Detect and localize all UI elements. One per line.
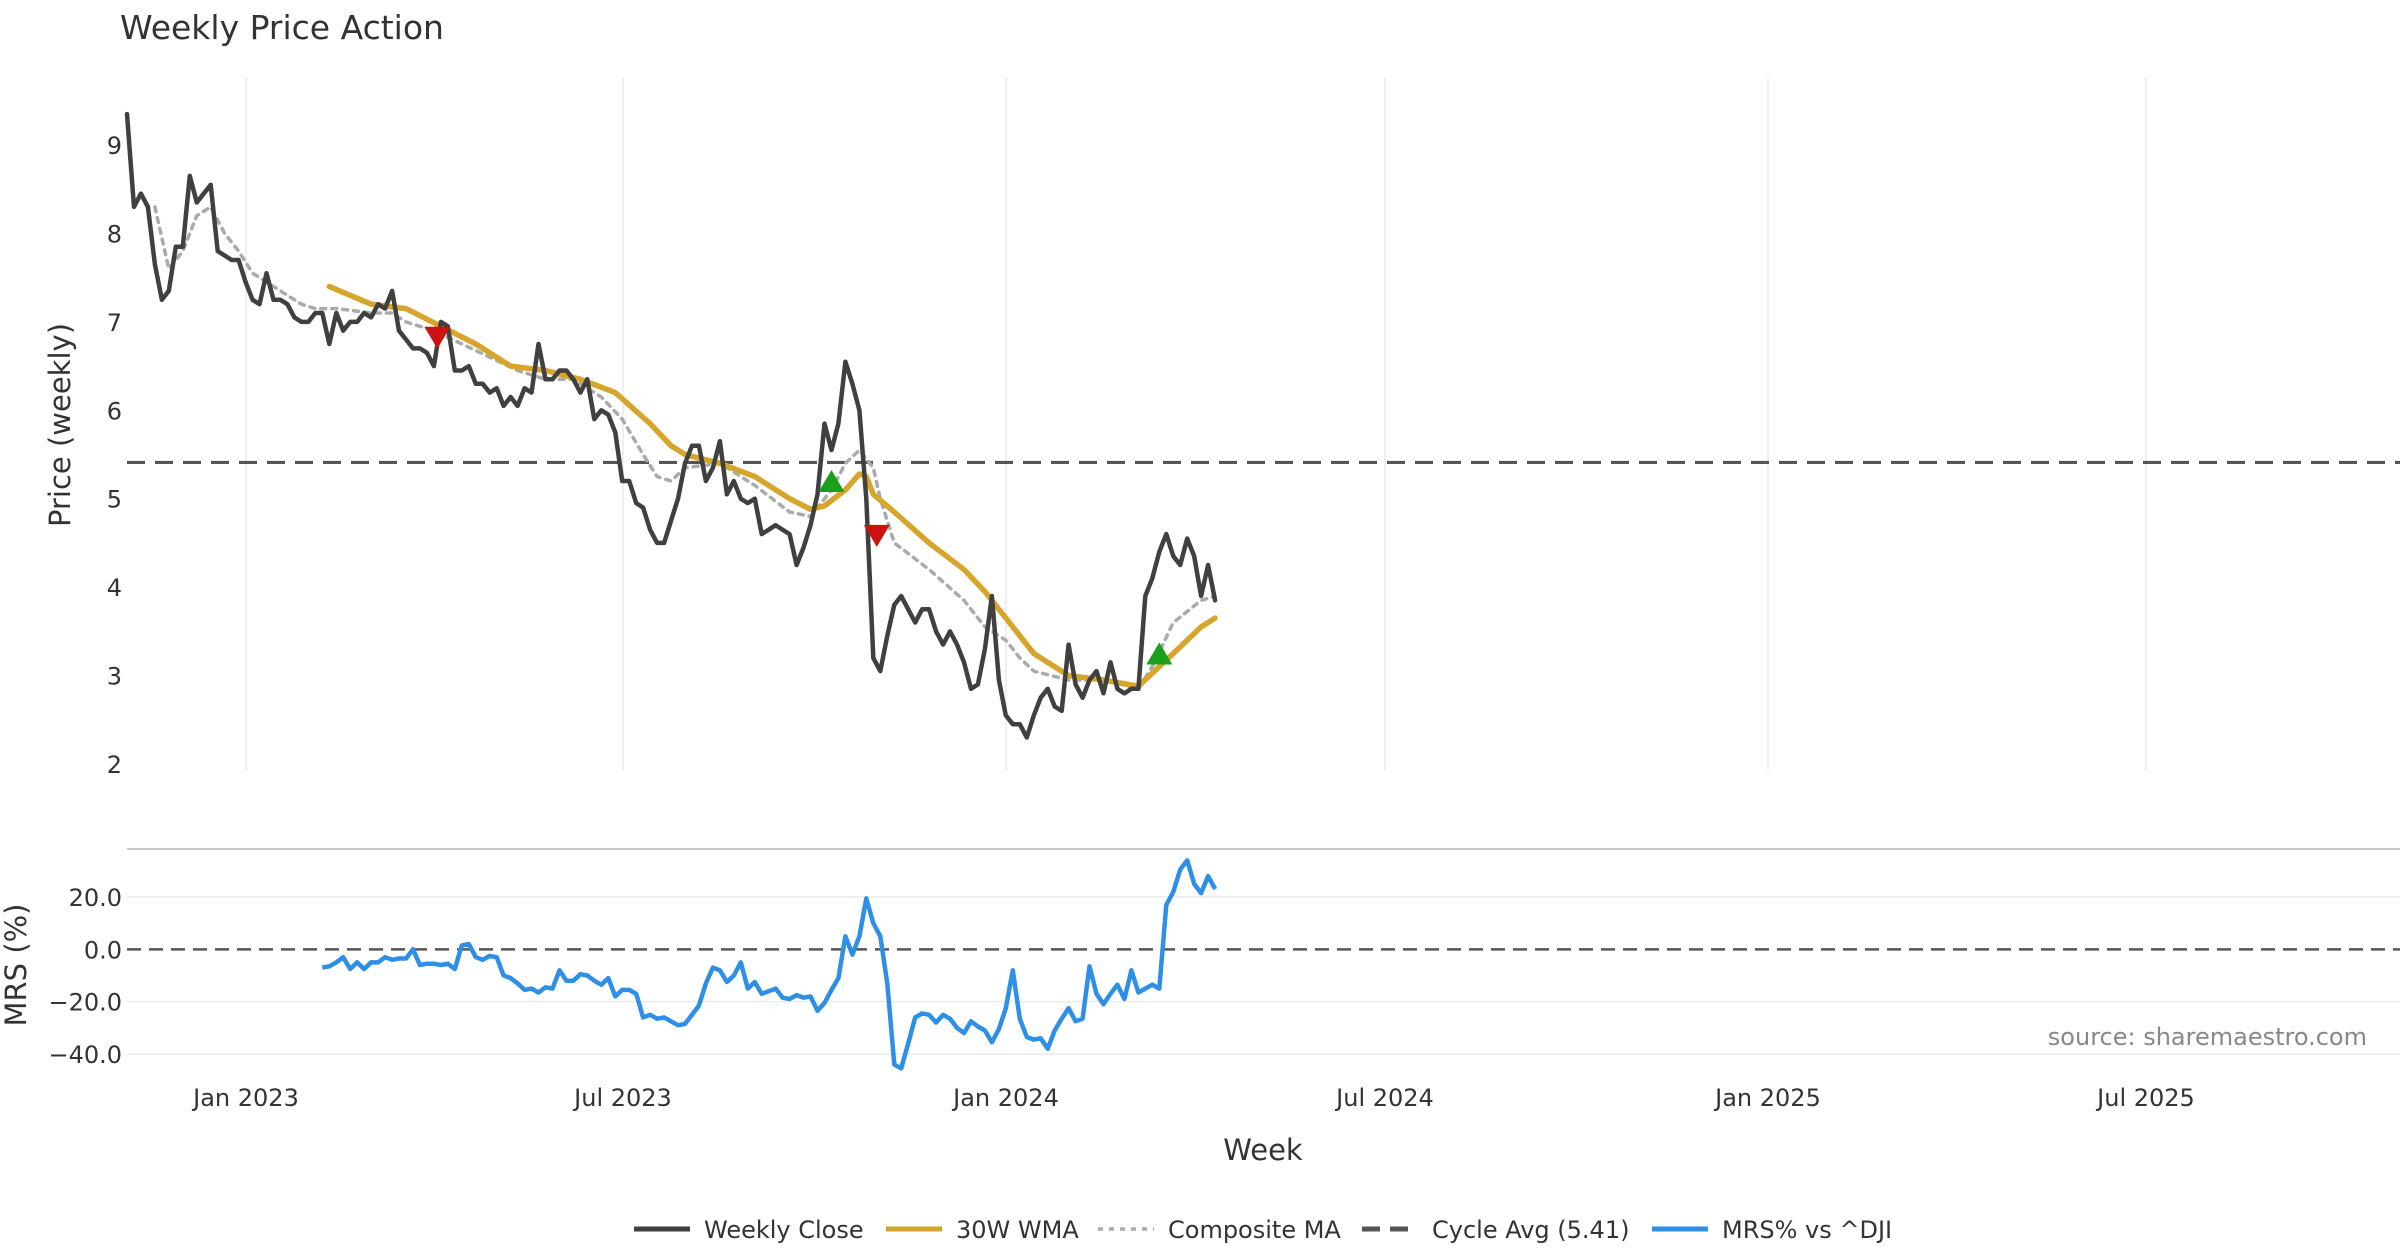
price-y-axis-label: Price (weekly) [43,323,77,527]
legend-label: Cycle Avg (5.41) [1432,1216,1629,1244]
price-y-ticks: 2 3 4 5 6 7 8 9 [107,132,122,779]
mrs-y-tick-label: −20.0 [48,989,122,1017]
price-y-tick-label: 9 [107,132,122,160]
x-tick-label: Jul 2025 [2095,1084,2195,1112]
buy-signal-marker [818,470,845,493]
price-series [124,111,2400,740]
x-tick-label: Jan 2025 [1713,1084,1821,1112]
price-y-tick-label: 4 [107,574,122,602]
x-tick-label: Jan 2023 [191,1084,299,1112]
legend-label: Weekly Close [704,1216,864,1244]
x-tick-label: Jul 2024 [1334,1084,1434,1112]
x-tick-label: Jan 2024 [951,1084,1059,1112]
legend-label: Composite MA [1168,1216,1341,1244]
price-y-tick-label: 7 [107,309,122,337]
x-tick-label: Jul 2023 [572,1084,672,1112]
price-y-tick-label: 6 [107,397,122,425]
mrs-y-ticks: 20.0 0.0 −20.0 −40.0 [48,884,122,1069]
mrs-y-axis-label: MRS (%) [0,904,33,1027]
legend-label: MRS% vs ^DJI [1722,1216,1892,1244]
price-y-tick-label: 3 [107,663,122,691]
buy-signal-marker [1146,642,1173,665]
price-y-tick-label: 5 [107,486,122,514]
price-y-tick-label: 2 [107,751,122,779]
mrs-y-tick-label: 0.0 [84,936,122,964]
legend: Weekly Close 30W WMA Composite MA Cycle Avg… [634,1216,1892,1244]
x-ticks: Jan 2023 Jul 2023 Jan 2024 Jul 2024 Jan 2025… [191,1084,2195,1112]
composite-ma-line [153,205,1217,691]
chart-title: Weekly Price Action [120,8,444,47]
grid [127,78,2400,1055]
x-axis-label: Week [1223,1133,1303,1167]
wma-30w-line [326,283,1218,689]
legend-label: 30W WMA [956,1216,1079,1244]
source-note: source: sharemaestro.com [2048,1023,2367,1051]
price-y-tick-label: 8 [107,220,122,248]
sell-signal-marker [863,524,890,547]
sell-signal-marker [424,326,451,349]
mrs-series [127,858,2400,1071]
mrs-line [321,858,1218,1071]
mrs-y-tick-label: 20.0 [69,884,122,912]
mrs-y-tick-label: −40.0 [48,1041,122,1069]
weekly-close-line [124,111,1218,740]
signal-markers [424,326,1173,665]
